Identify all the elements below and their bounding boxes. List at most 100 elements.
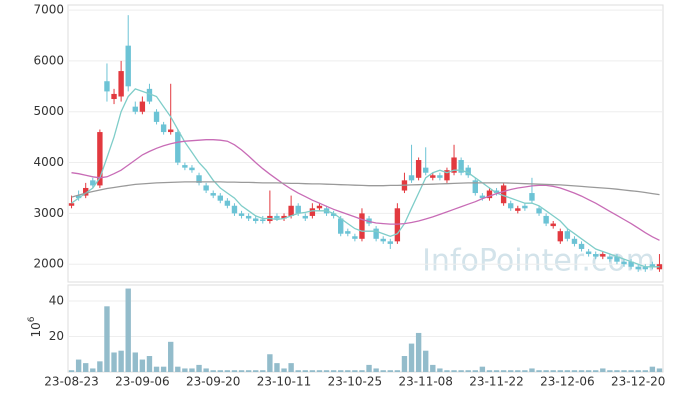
candle-body: [500, 185, 507, 204]
candle-body: [571, 238, 578, 244]
volume-bar: [458, 370, 464, 372]
moving-average-line: [71, 88, 660, 268]
candle-body: [359, 213, 365, 239]
volume-bar: [585, 370, 592, 372]
volume-bar: [267, 354, 273, 372]
volume-bar: [111, 352, 117, 372]
volume-bar: [316, 370, 323, 372]
candle-body: [75, 195, 82, 199]
candle-body: [316, 205, 323, 209]
volume-bar: [203, 368, 209, 372]
candle-body: [550, 223, 556, 227]
moving-average-line: [71, 139, 660, 241]
candle-body: [352, 236, 358, 239]
candle-body: [593, 254, 599, 257]
volume-bar: [437, 368, 443, 372]
x-tick-label: 23-08-23: [44, 375, 98, 389]
candle-body: [146, 88, 153, 102]
volume-bar: [125, 288, 131, 372]
candle-body: [543, 215, 549, 224]
volume-bar: [500, 370, 507, 372]
volume-bar: [139, 359, 146, 372]
candle-body: [536, 208, 542, 214]
volume-bar: [224, 370, 231, 372]
volume-bar: [642, 370, 648, 372]
candle-body: [578, 243, 585, 249]
candle-body: [345, 231, 351, 234]
candle-body: [479, 195, 486, 199]
volume-bar: [189, 368, 195, 372]
volume-bar: [274, 363, 280, 372]
y-tick-label: 2000: [33, 257, 64, 271]
volume-bar: [387, 370, 393, 372]
volume-bar: [486, 370, 493, 372]
candle-body: [288, 205, 294, 216]
volume-bar: [175, 366, 181, 372]
candle-body: [515, 208, 521, 211]
volume-bar: [153, 366, 160, 372]
volume-bar: [146, 356, 153, 372]
candle-body: [486, 190, 493, 199]
x-tick-label: 23-11-08: [398, 375, 452, 389]
candle-body: [338, 218, 344, 234]
candle-body: [182, 165, 188, 168]
volume-bar: [508, 370, 514, 372]
candle-body: [217, 195, 223, 201]
candle-body: [607, 256, 613, 260]
volume-bar: [217, 370, 223, 372]
candle-body: [210, 193, 216, 196]
candle-body: [430, 175, 436, 178]
volume-bar: [614, 370, 620, 372]
volume-bar: [295, 370, 301, 372]
candle-body: [125, 45, 131, 87]
candle-body: [330, 213, 337, 216]
volume-bar: [571, 370, 578, 372]
candle-body: [508, 203, 514, 209]
candle-body: [189, 167, 195, 171]
candle-body: [621, 261, 627, 265]
candle-body: [415, 160, 422, 178]
volume-bar: [253, 370, 259, 372]
candle-body: [253, 218, 259, 222]
volume-bar: [423, 350, 429, 372]
candle-body: [175, 132, 181, 163]
volume-bar: [373, 368, 379, 372]
price-panel: [67, 4, 664, 283]
volume-bar: [564, 370, 571, 372]
volume-bar: [550, 370, 556, 372]
candle-body: [160, 124, 167, 133]
candle-body: [628, 261, 634, 267]
volume-bar: [472, 370, 478, 372]
volume-bar: [182, 368, 188, 372]
candle-body: [522, 205, 528, 209]
candle-body: [529, 193, 535, 201]
volume-bar: [323, 370, 330, 372]
volume-bar: [479, 366, 486, 372]
candle-body: [132, 106, 138, 112]
volume-bar: [90, 368, 96, 372]
volume-bar: [338, 370, 344, 372]
candle-body: [444, 170, 450, 181]
volume-bar: [628, 370, 634, 372]
candle-body: [97, 132, 103, 186]
y-label-base: 10: [29, 322, 43, 337]
candle-body: [465, 167, 471, 176]
candle-body: [104, 81, 110, 92]
y-tick-label: 4000: [33, 155, 64, 169]
candle-body: [423, 167, 429, 173]
volume-bar: [302, 370, 308, 372]
volume-bar: [352, 370, 358, 372]
y-tick-label: 5000: [33, 104, 64, 118]
volume-bar: [649, 366, 656, 372]
candle-body: [238, 213, 245, 216]
candle-body: [196, 175, 202, 183]
volume-bar: [359, 370, 365, 372]
volume-bar: [118, 350, 124, 372]
volume-bar: [415, 332, 422, 372]
y-tick-label: 6000: [33, 53, 64, 67]
candle-body: [309, 208, 316, 216]
y-tick-label: 40: [49, 293, 64, 307]
volume-bar: [557, 370, 563, 372]
volume-bar: [366, 364, 372, 372]
